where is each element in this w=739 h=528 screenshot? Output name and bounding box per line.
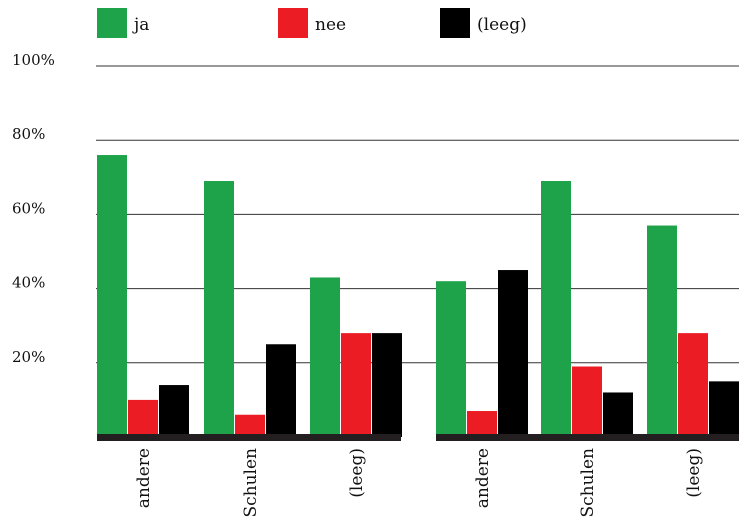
category-label: (leeg) [684, 448, 704, 498]
y-axis-ticks: 20% 40% 60% 80% 100% [12, 51, 55, 366]
category-label: andere [134, 448, 154, 508]
bar-g2-1-2 [467, 411, 497, 437]
baseline-1 [97, 434, 401, 441]
bar-g1-1-1 [97, 155, 127, 438]
category-label: andere [473, 448, 493, 508]
category-label: (leeg) [347, 448, 367, 498]
bar-g1-2-1 [204, 181, 234, 437]
bar-g1-1-3 [159, 385, 189, 437]
bar-g2-2-3 [603, 392, 633, 437]
legend: ja nee (leeg) [97, 8, 527, 38]
category-labels: andere Schulen (leeg) andere Schulen (leeg) [134, 448, 704, 518]
bar-g1-3-2 [341, 333, 371, 437]
bar-g2-3-2 [678, 333, 708, 437]
bar-g1-2-3 [266, 344, 296, 437]
baselines [97, 434, 739, 441]
legend-label-2: nee [315, 15, 346, 35]
y-tick-label: 20% [12, 348, 45, 366]
legend-swatch-1 [97, 8, 127, 38]
bar-g2-2-2 [572, 366, 602, 437]
bar-g2-1-1 [436, 281, 466, 437]
bar-g1-3-3 [372, 333, 402, 437]
bar-g2-2-1 [541, 181, 571, 437]
category-label: Schulen [241, 448, 261, 518]
baseline-2 [436, 434, 739, 441]
bar-g2-3-1 [647, 225, 677, 437]
bar-g1-1-2 [128, 399, 158, 437]
bar-g1-2-2 [235, 414, 265, 437]
bar-g2-1-3 [498, 270, 528, 437]
legend-swatch-2 [278, 8, 308, 38]
legend-label-3: (leeg) [477, 15, 527, 35]
gridlines [96, 65, 739, 364]
y-tick-label: 100% [12, 51, 55, 69]
bar-g2-3-3 [709, 381, 739, 437]
y-tick-label: 40% [12, 274, 45, 292]
category-label: Schulen [578, 448, 598, 518]
y-tick-label: 60% [12, 199, 45, 217]
legend-swatch-3 [440, 8, 470, 38]
bars [97, 155, 739, 438]
legend-label-1: ja [132, 15, 149, 35]
y-tick-label: 80% [12, 125, 45, 143]
bar-g1-3-1 [310, 277, 340, 437]
